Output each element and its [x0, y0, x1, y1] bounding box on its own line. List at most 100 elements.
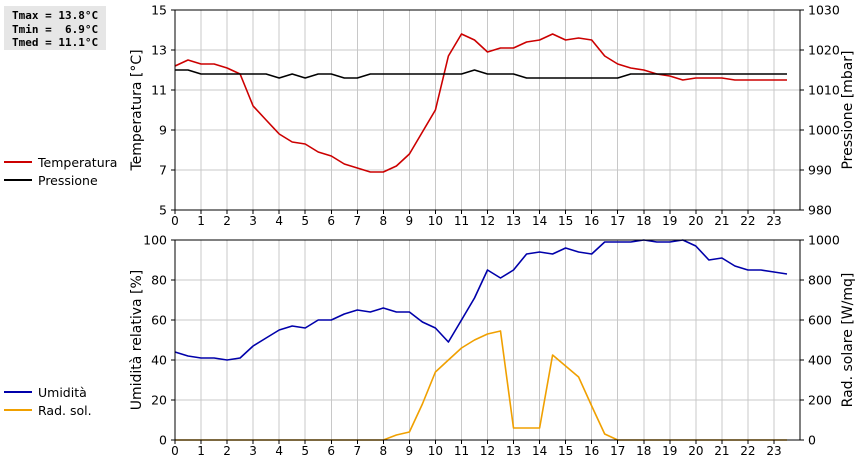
stats-box: Tmax = 13.8°C Tmin = 6.9°C Tmed = 11.1°C	[4, 6, 106, 50]
legend-swatch-humidity	[4, 391, 32, 393]
y-right-tick-label: 600	[808, 313, 832, 328]
x-tick-label: 9	[406, 444, 414, 458]
x-tick-label: 21	[714, 444, 729, 458]
x-tick-label: 9	[406, 214, 414, 228]
y-right-tick-label: 990	[808, 163, 832, 178]
x-tick-label: 4	[275, 444, 283, 458]
y-right-tick-label: 1000	[808, 233, 840, 248]
x-tick-label: 15	[558, 444, 573, 458]
x-tick-label: 16	[584, 214, 599, 228]
y-left-tick-label: 40	[151, 353, 167, 368]
x-tick-label: 2	[223, 214, 231, 228]
x-tick-label: 11	[454, 214, 469, 228]
y-right-tick-label: 200	[808, 393, 832, 408]
x-tick-label: 13	[506, 214, 521, 228]
x-tick-label: 0	[171, 444, 179, 458]
legend-swatch-pressure	[4, 179, 32, 181]
legend-label-radiation: Rad. sol.	[38, 402, 92, 418]
y-left-tick-label: 20	[151, 393, 167, 408]
x-tick-label: 1	[197, 444, 205, 458]
x-tick-label: 4	[275, 214, 283, 228]
legend-label-temperature: Temperatura	[38, 154, 118, 170]
y-left-tick-label: 0	[159, 433, 167, 448]
legend-bottom: Umidità Rad. sol.	[4, 383, 92, 419]
legend-item-temperature: Temperatura	[4, 153, 117, 171]
x-tick-label: 18	[636, 214, 651, 228]
x-tick-label: 1	[197, 214, 205, 228]
x-tick-label: 5	[301, 214, 309, 228]
y-left-tick-label: 60	[151, 313, 167, 328]
x-tick-label: 22	[740, 444, 755, 458]
x-tick-label: 23	[766, 444, 781, 458]
x-tick-label: 23	[766, 214, 781, 228]
y-left-tick-label: 9	[159, 123, 167, 138]
y-right-tick-label: 400	[808, 353, 832, 368]
y-right-tick-label: 0	[808, 433, 816, 448]
x-tick-label: 5	[301, 444, 309, 458]
y-right-axis-label: Rad. solare [W/mq]	[840, 273, 856, 408]
x-tick-label: 19	[662, 214, 677, 228]
y-left-tick-label: 7	[159, 163, 167, 178]
tmax-label: Tmax = 13.8°C	[12, 9, 99, 22]
x-tick-label: 3	[249, 444, 257, 458]
x-tick-label: 6	[327, 214, 335, 228]
x-tick-label: 8	[380, 214, 388, 228]
y-left-tick-label: 11	[151, 83, 167, 98]
x-tick-label: 17	[610, 444, 625, 458]
y-right-tick-label: 980	[808, 203, 832, 218]
y-left-axis-label: Temperatura [°C]	[129, 49, 145, 171]
x-tick-label: 8	[380, 444, 388, 458]
x-tick-label: 20	[688, 214, 703, 228]
y-right-tick-label: 1030	[808, 3, 840, 18]
y-right-axis-label: Pressione [mbar]	[840, 50, 856, 169]
series-line-humidity	[174, 239, 788, 361]
x-tick-label: 12	[480, 444, 495, 458]
legend-item-humidity: Umidità	[4, 383, 92, 401]
x-tick-label: 3	[249, 214, 257, 228]
x-tick-label: 14	[532, 444, 547, 458]
tmed-label: Tmed = 11.1°C	[12, 36, 99, 49]
chart-panel-top: 0 1 2 3 4 5 6 7 8 9 10 11 12 13 14 15 16 17 18 19 20 21 22 2357…	[129, 3, 856, 229]
legend-label-humidity: Umidità	[38, 384, 87, 400]
x-tick-label: 12	[480, 214, 495, 228]
legend-top: Temperatura Pressione	[4, 153, 117, 189]
x-tick-label: 21	[714, 214, 729, 228]
x-tick-label: 18	[636, 444, 651, 458]
y-left-tick-label: 5	[159, 203, 167, 218]
legend-swatch-radiation	[4, 409, 32, 411]
y-right-tick-label: 800	[808, 273, 832, 288]
x-tick-label: 16	[584, 444, 599, 458]
series-line-temperature	[174, 33, 787, 173]
x-tick-label: 22	[740, 214, 755, 228]
y-right-tick-label: 1020	[808, 43, 840, 58]
y-right-tick-label: 1000	[808, 123, 840, 138]
x-tick-label: 17	[610, 214, 625, 228]
y-right-tick-label: 1010	[808, 83, 840, 98]
legend-swatch-temperature	[4, 161, 32, 163]
legend-label-pressure: Pressione	[38, 172, 98, 188]
x-tick-label: 20	[688, 444, 703, 458]
y-left-axis-label: Umidità relativa [%]	[129, 270, 145, 411]
x-tick-label: 14	[532, 214, 547, 228]
x-tick-label: 15	[558, 214, 573, 228]
y-left-tick-label: 15	[151, 3, 167, 18]
x-tick-label: 10	[428, 444, 443, 458]
legend-item-pressure: Pressione	[4, 171, 117, 189]
legend-item-radiation: Rad. sol.	[4, 401, 92, 419]
x-tick-label: 2	[223, 444, 231, 458]
y-left-tick-label: 13	[151, 43, 167, 58]
series-line-pressure	[175, 69, 787, 79]
x-tick-label: 7	[353, 214, 361, 228]
x-tick-label: 10	[428, 214, 443, 228]
chart-panel-bottom: 0 1 2 3 4 5 6 7 8 9 10 11 12 13 14 15 16 17 18 19 20 21 22 2302…	[129, 233, 856, 459]
x-tick-label: 6	[327, 444, 335, 458]
x-tick-label: 13	[506, 444, 521, 458]
y-left-tick-label: 80	[151, 273, 167, 288]
x-tick-label: 11	[454, 444, 469, 458]
x-tick-label: 7	[353, 444, 361, 458]
x-tick-label: 0	[171, 214, 179, 228]
x-tick-label: 19	[662, 444, 677, 458]
tmin-label: Tmin = 6.9°C	[12, 22, 99, 36]
y-left-tick-label: 100	[143, 233, 167, 248]
